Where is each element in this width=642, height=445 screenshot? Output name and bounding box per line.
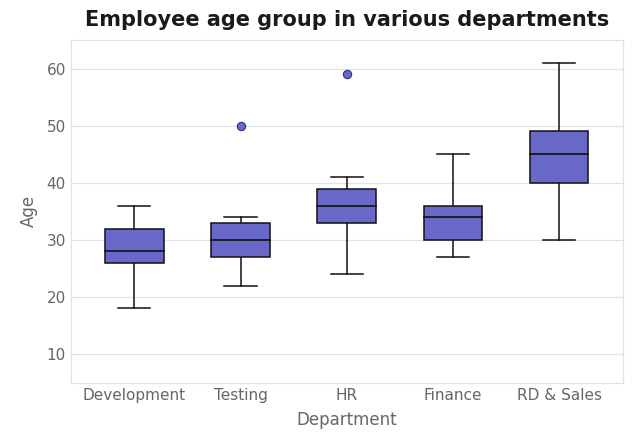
FancyBboxPatch shape [318,189,376,223]
Title: Employee age group in various departments: Employee age group in various department… [85,10,609,30]
FancyBboxPatch shape [530,131,588,183]
FancyBboxPatch shape [424,206,482,240]
Y-axis label: Age: Age [20,195,38,227]
FancyBboxPatch shape [211,223,270,257]
FancyBboxPatch shape [105,229,164,263]
X-axis label: Department: Department [297,411,397,429]
